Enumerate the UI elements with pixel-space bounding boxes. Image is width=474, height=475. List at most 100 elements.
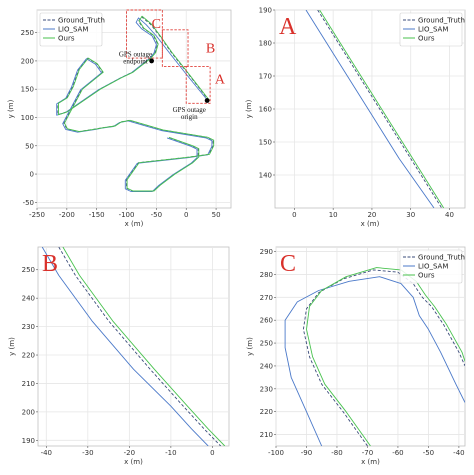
panel-letter-b: B [42,251,58,277]
y-axis-label: y (m) [7,99,15,118]
y-tick-label: 220 [22,352,35,360]
y-axis-label: y (m) [245,99,253,118]
x-tick-label: -40 [453,449,464,457]
x-tick-label: -60 [392,449,403,457]
series-group [41,247,226,446]
x-axis-label: x (m) [361,458,380,466]
series-line-ours [306,267,465,446]
y-tick-label: 150 [21,86,34,94]
y-tick-label: 240 [260,362,273,370]
gps-annotation: origin [181,113,198,121]
highlight-box-a [185,66,211,104]
series-line-lio-sam [56,17,213,193]
series-group [56,15,215,193]
x-tick-label: -40 [41,449,52,457]
x-tick-label: -250 [29,211,45,219]
y-tick-label: 0 [30,171,34,179]
series-line-lio-sam [305,10,435,208]
region-letter-a: A [215,73,226,88]
gps-annotation: GPS outage [119,50,152,58]
x-tick-label: -30 [82,449,93,457]
y-axis-label: y (m) [8,337,16,356]
y-tick-label: 50 [25,142,34,150]
panel-letter-c: C [280,251,296,277]
plot-area [37,246,230,447]
y-tick-label: 100 [21,114,34,122]
y-tick-label: 240 [22,295,35,303]
panel-letter-a: A [279,14,297,40]
x-tick-label: -20 [124,449,135,457]
x-tick-label: -100 [119,211,135,219]
highlight-box-b [161,29,189,68]
legend-label: Ground_Truth [418,254,465,262]
x-tick-label: 0 [210,449,214,457]
gps-annotation: GPS outage [173,106,206,114]
region-letter-c: C [152,17,161,32]
series-group [284,267,465,446]
x-tick-label: -150 [89,211,105,219]
legend-label: LIO_SAM [418,26,448,34]
gps-annotation: endpoint [123,58,148,66]
y-tick-label: 150 [259,139,272,147]
series-line-ground-truth [58,247,222,446]
y-axis-label: y (m) [246,337,254,356]
legend-label: Ground_Truth [418,17,465,25]
x-axis-label: x (m) [361,220,380,228]
x-axis-label: x (m) [124,458,143,466]
series-line-ours [62,247,226,446]
y-tick-label: 210 [22,380,35,388]
y-tick-label: 190 [22,437,35,445]
x-tick-label: -100 [268,449,284,457]
y-tick-label: 140 [259,172,272,180]
x-tick-label: -50 [423,449,434,457]
legend-box [399,12,463,47]
region-letter-b: B [206,41,215,56]
x-tick-label: -10 [165,449,176,457]
y-tick-label: 200 [22,408,35,416]
y-tick-label: 290 [260,248,273,256]
chart-zoom-b: -40 -30 -20 -10 0 190 200 210 220 230 240 250 x (m) y… [8,246,230,466]
y-tick-label: 260 [260,317,273,325]
series-line-lio-sam [41,247,209,446]
highlight-box-c [126,9,163,59]
y-tick-label: -50 [23,199,34,207]
x-tick-label: 30 [406,211,415,219]
x-tick-label: 0 [184,211,188,219]
x-tick-label: 40 [445,211,454,219]
y-tick-label: 160 [259,106,272,114]
y-tick-label: 280 [260,271,273,279]
x-tick-label: 0 [292,211,296,219]
gps-outage-endpoint-marker [149,58,155,64]
y-tick-label: 250 [22,266,35,274]
y-tick-label: 220 [260,408,273,416]
series-line-ground-truth [317,10,443,208]
x-axis-label: x (m) [125,220,144,228]
y-tick-label: 210 [260,431,273,439]
x-tick-label: 20 [367,211,376,219]
y-tick-label: 270 [260,294,273,302]
y-tick-label: 230 [260,385,273,393]
x-tick-label: -80 [331,449,342,457]
gps-outage-origin-marker [204,98,210,103]
x-tick-label: 10 [329,211,338,219]
x-tick-label: -50 [151,211,162,219]
chart-overview: -250 -200 -150 -100 -50 0 50 -50 0 50 100 150 200 250… [7,9,232,228]
x-tick-label: -90 [301,449,312,457]
legend-label: LIO_SAM [58,26,88,34]
y-tick-label: 200 [21,57,34,65]
legend-label: Ours [58,35,75,43]
legend-label: Ground_Truth [58,17,105,25]
chart-zoom-a: 0 10 20 30 40 140 150 160 170 180 190 x (m) y (m) A Gr… [245,7,466,228]
legend-box [39,12,103,47]
y-tick-label: 250 [260,340,273,348]
y-tick-label: 180 [259,40,272,48]
legend-box [399,249,463,284]
y-tick-label: 170 [259,73,272,81]
series-line-ours [58,15,215,192]
y-tick-label: 250 [21,29,34,37]
series-line-ground-truth [57,16,214,192]
x-tick-label: -70 [362,449,373,457]
